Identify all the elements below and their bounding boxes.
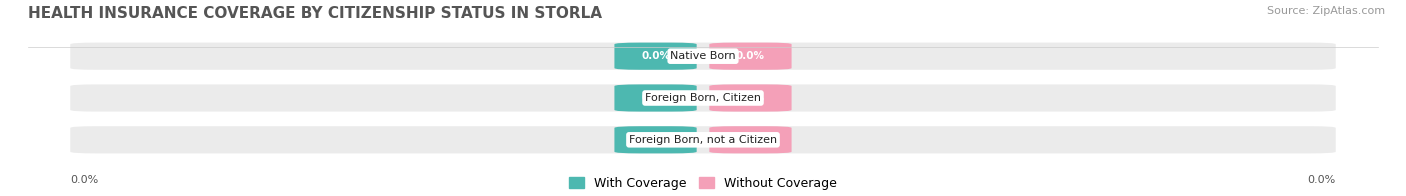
Text: 0.0%: 0.0% [735,51,765,61]
FancyBboxPatch shape [614,84,697,112]
Text: 0.0%: 0.0% [641,135,671,145]
Text: Source: ZipAtlas.com: Source: ZipAtlas.com [1267,6,1385,16]
Text: Native Born: Native Born [671,51,735,61]
Text: 0.0%: 0.0% [735,135,765,145]
Text: 0.0%: 0.0% [70,175,98,185]
FancyBboxPatch shape [70,43,1336,70]
FancyBboxPatch shape [614,43,697,70]
FancyBboxPatch shape [710,43,792,70]
Text: Foreign Born, not a Citizen: Foreign Born, not a Citizen [628,135,778,145]
FancyBboxPatch shape [70,126,1336,153]
Legend: With Coverage, Without Coverage: With Coverage, Without Coverage [569,177,837,190]
Text: 0.0%: 0.0% [641,93,671,103]
Text: Foreign Born, Citizen: Foreign Born, Citizen [645,93,761,103]
Text: 0.0%: 0.0% [1308,175,1336,185]
Text: HEALTH INSURANCE COVERAGE BY CITIZENSHIP STATUS IN STORLA: HEALTH INSURANCE COVERAGE BY CITIZENSHIP… [28,6,602,21]
FancyBboxPatch shape [614,126,697,153]
FancyBboxPatch shape [710,84,792,112]
Text: 0.0%: 0.0% [641,51,671,61]
FancyBboxPatch shape [710,126,792,153]
FancyBboxPatch shape [70,84,1336,112]
Text: 0.0%: 0.0% [735,93,765,103]
